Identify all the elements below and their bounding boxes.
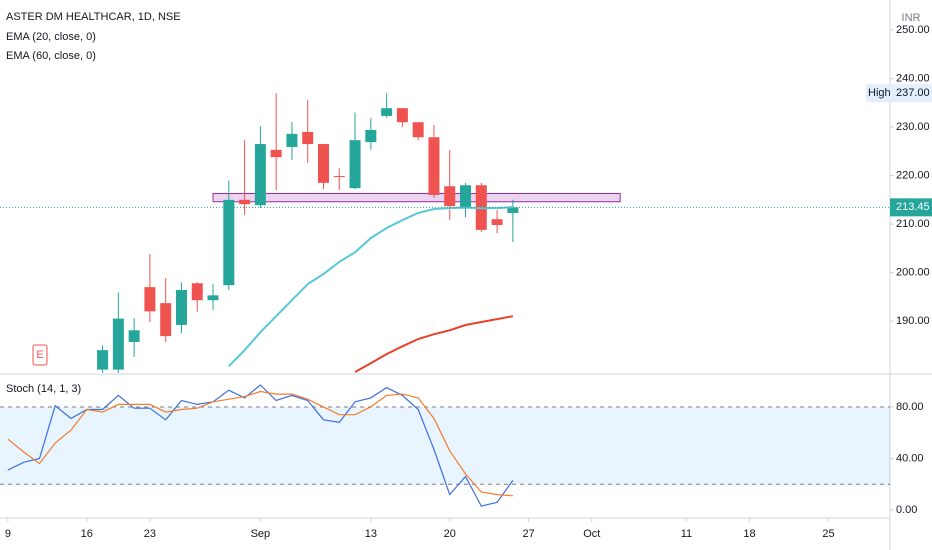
candle-body bbox=[254, 144, 266, 206]
legend-entry: EMA (20, close, 0) bbox=[6, 31, 96, 43]
band-fill bbox=[0, 406, 890, 485]
axes: 9 16 23 Sep 13 20 27 Oct 11 18 25 190.00 200.00 210.0… bbox=[5, 24, 932, 540]
candle-body bbox=[144, 287, 156, 312]
x-tick-label: 18 bbox=[743, 528, 755, 540]
x-tick-label: 16 bbox=[81, 528, 93, 540]
candle-body bbox=[175, 290, 187, 325]
chart-title: ASTER DM HEALTHCAR, 1D, NSE bbox=[6, 11, 181, 23]
line-series bbox=[354, 315, 514, 373]
legend-entry: EMA (60, close, 0) bbox=[6, 50, 96, 62]
y-tick-label: 40.00 bbox=[896, 452, 924, 464]
x-tick-label: 13 bbox=[365, 528, 377, 540]
y-tick-label: 240.00 bbox=[896, 72, 930, 84]
currency: INR bbox=[902, 12, 921, 24]
candle-body bbox=[381, 108, 393, 116]
candle-body bbox=[412, 122, 424, 138]
y-tick-label: 250.00 bbox=[896, 24, 930, 36]
x-tick-label: 11 bbox=[681, 528, 692, 540]
candle-body bbox=[428, 137, 440, 195]
candle-body bbox=[191, 283, 203, 301]
earnings-marker[interactable]: E bbox=[36, 349, 43, 361]
candle-body bbox=[128, 330, 140, 342]
high-box bbox=[866, 84, 932, 103]
y-tick-label: 200.00 bbox=[896, 266, 930, 278]
stoch-title: Stoch (14, 1, 3) bbox=[6, 383, 81, 395]
candle-body bbox=[223, 199, 235, 286]
candle-body bbox=[317, 144, 329, 183]
x-tick-label: 27 bbox=[523, 528, 535, 540]
line-series bbox=[7, 384, 514, 507]
x-tick-label: 23 bbox=[144, 528, 156, 540]
last-price-label: 213.45 bbox=[896, 201, 930, 213]
x-tick-label: 25 bbox=[822, 528, 834, 540]
stoch-pane bbox=[0, 384, 890, 507]
high-value-label: 237.00 bbox=[896, 87, 930, 99]
candle-body bbox=[396, 108, 408, 123]
y-tick-label: 210.00 bbox=[896, 218, 930, 230]
candle-body bbox=[365, 129, 377, 143]
y-tick-label: 230.00 bbox=[896, 121, 930, 133]
candle-body bbox=[286, 133, 298, 147]
y-tick-label: 80.00 bbox=[896, 401, 924, 413]
main-pane bbox=[0, 93, 890, 373]
candle-body bbox=[302, 131, 314, 145]
candle-body bbox=[239, 199, 251, 205]
candle-body bbox=[349, 140, 361, 189]
x-tick-label: 20 bbox=[444, 528, 456, 540]
y-tick-label: 190.00 bbox=[896, 315, 930, 327]
candle-body bbox=[460, 185, 472, 208]
y-tick-label: 0.00 bbox=[896, 504, 917, 516]
x-tick-label: Oct bbox=[583, 528, 600, 540]
candle-body bbox=[112, 318, 124, 370]
x-tick-label: Sep bbox=[251, 528, 271, 540]
candle-body bbox=[160, 303, 172, 337]
high-label: High bbox=[868, 87, 891, 99]
candle-body bbox=[207, 295, 219, 301]
candle-body bbox=[491, 219, 503, 226]
candle-body bbox=[270, 149, 282, 158]
candle-body bbox=[507, 207, 519, 213]
last-price-box bbox=[890, 198, 932, 217]
x-tick-label: 9 bbox=[5, 528, 11, 540]
candle-body bbox=[97, 350, 109, 370]
zone bbox=[212, 193, 621, 203]
candle-body bbox=[333, 176, 345, 178]
y-tick-label: 220.00 bbox=[896, 169, 930, 181]
candle-body bbox=[444, 186, 456, 207]
line-series bbox=[7, 390, 513, 497]
earnings-icon[interactable] bbox=[32, 344, 48, 366]
